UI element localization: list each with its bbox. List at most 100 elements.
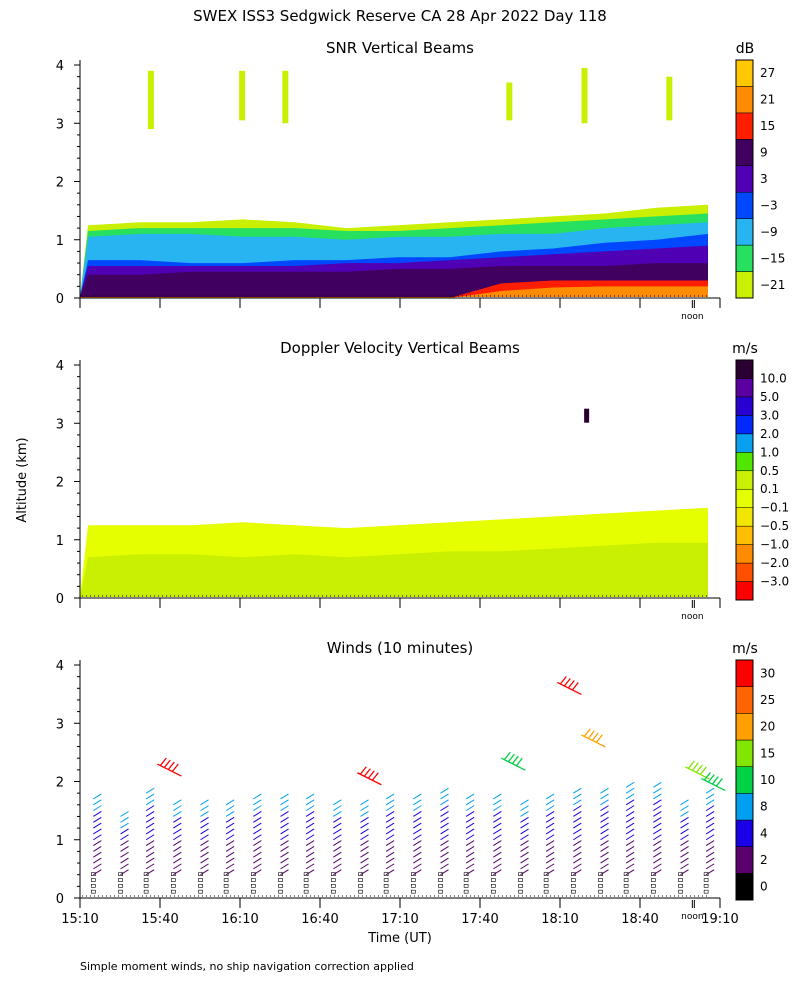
wind-barb: [253, 799, 262, 806]
wind-barb: [360, 828, 369, 835]
wind-barb: [385, 811, 395, 817]
calm-marker: [598, 889, 603, 894]
velocity-layer: [80, 542, 708, 597]
wind-barb: [253, 840, 262, 846]
wind-barb: [253, 793, 262, 800]
wind-barb: [305, 869, 315, 876]
wind-barb: [93, 828, 102, 835]
colorbar-label: −21: [760, 278, 785, 292]
upper-wind-barb: [357, 766, 382, 786]
calm-marker: [358, 872, 363, 877]
wind-barb: [280, 822, 289, 829]
wind-barb: [545, 851, 555, 858]
wind-barb: [520, 834, 529, 841]
calm-marker: [278, 878, 283, 882]
wind-barb: [145, 799, 155, 806]
calm-marker: [251, 872, 256, 877]
snr-echo: [581, 67, 588, 124]
wind-barb: [625, 863, 635, 870]
wind-barb: [573, 811, 582, 817]
wind-barb: [520, 828, 529, 835]
wind-barb: [200, 840, 209, 846]
wind-barb: [520, 869, 529, 876]
calm-marker: [91, 872, 96, 877]
wind-barb: [520, 845, 529, 852]
barb-flag: [159, 757, 167, 766]
colorbar-cell: [735, 191, 754, 219]
wind-barb: [253, 857, 262, 864]
wind-barb: [440, 799, 449, 806]
calm-marker: [91, 889, 96, 894]
calm-marker: [678, 872, 683, 877]
colorbar-cell: [735, 713, 754, 741]
wind-barb: [573, 799, 582, 806]
calm-marker: [198, 884, 203, 888]
velocity-panel: Doppler Velocity Vertical Beams 0 1 2 3 4 noo…: [15, 339, 789, 622]
barb-flag: [167, 761, 175, 770]
winds-title: Winds (10 minutes): [327, 639, 474, 657]
wind-barb: [93, 863, 102, 870]
wind-barb: [705, 863, 715, 870]
wind-barb: [465, 869, 475, 876]
calm-marker: [358, 884, 363, 888]
wind-barb: [545, 834, 555, 841]
wind-barb: [385, 869, 395, 876]
wind-barb: [173, 811, 182, 817]
wind-barb: [333, 857, 342, 864]
calm-marker: [331, 884, 336, 888]
calm-marker: [358, 878, 363, 882]
calm-marker: [571, 889, 576, 894]
wind-barb: [520, 840, 529, 846]
barb-flag: [363, 768, 371, 777]
wind-barb: [680, 863, 689, 870]
wind-barb: [573, 851, 582, 858]
colorbar-label: −0.5: [760, 519, 789, 533]
wind-barb: [360, 869, 369, 876]
wind-profile: [491, 793, 502, 894]
wind-barb: [653, 805, 662, 812]
wind-barb: [305, 805, 315, 812]
wind-barb: [93, 834, 102, 841]
colorbar-cell: [735, 165, 754, 193]
calm-marker: [598, 884, 603, 888]
snr-layer: [80, 286, 708, 298]
y-tick-label: 4: [56, 59, 64, 74]
wind-barb: [493, 840, 502, 846]
calm-marker: [678, 884, 683, 888]
colorbar-cell: [735, 739, 754, 767]
wind-barb: [493, 834, 502, 841]
calm-marker: [623, 872, 629, 877]
colorbar-label: −9: [760, 225, 778, 239]
wind-barb: [573, 840, 582, 846]
wind-barb: [200, 869, 209, 876]
calm-marker: [171, 889, 176, 894]
wind-barb: [225, 869, 235, 876]
wind-barb: [173, 834, 182, 841]
wind-barb: [545, 799, 555, 806]
wind-barb: [625, 805, 635, 812]
wind-barb: [600, 787, 609, 794]
calm-marker: [223, 884, 229, 888]
wind-barb: [440, 857, 449, 864]
calm-marker: [463, 872, 469, 877]
wind-barb: [280, 811, 289, 817]
calm-marker: [678, 878, 683, 882]
colorbar-cell: [735, 218, 754, 246]
wind-barb: [145, 869, 155, 876]
wind-barb: [333, 828, 342, 835]
wind-barb: [93, 805, 102, 812]
calm-marker: [518, 872, 523, 877]
wind-barb: [385, 863, 395, 870]
barb-flag: [511, 755, 519, 765]
wind-profile: [91, 793, 102, 894]
wind-barb: [385, 851, 395, 858]
calm-marker: [383, 889, 389, 894]
wind-barb: [385, 799, 395, 806]
wind-barb: [493, 793, 502, 800]
wind-profile: [303, 793, 315, 894]
wind-barb: [625, 793, 635, 800]
wind-barb: [520, 811, 529, 817]
calm-marker: [438, 878, 443, 882]
wind-barb: [600, 834, 609, 841]
calm-marker: [331, 889, 336, 894]
